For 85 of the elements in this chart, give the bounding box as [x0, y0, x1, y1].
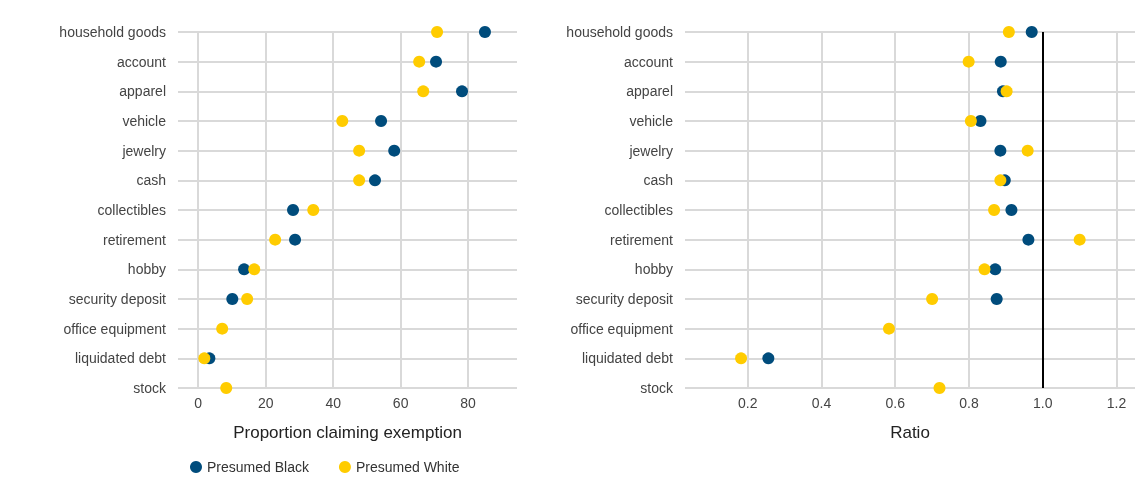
point: [994, 55, 1007, 68]
legend-label: Presumed White: [355, 459, 460, 475]
point: [933, 382, 946, 394]
x-tick-label: 60: [392, 395, 409, 411]
point: [226, 293, 239, 305]
y-tick-label: hobby: [634, 261, 673, 278]
y-tick-label: account: [623, 53, 674, 70]
point: [1021, 144, 1034, 157]
point: [478, 26, 491, 38]
y-tick-label: office equipment: [570, 320, 674, 337]
y-tick-label: security deposit: [68, 291, 167, 307]
point: [417, 85, 430, 98]
y-tick-label: account: [116, 53, 167, 70]
y-tick-label: vehicle: [629, 113, 674, 129]
point: [1022, 233, 1035, 246]
y-tick-label: apparel: [626, 83, 673, 100]
point: [336, 115, 349, 127]
x-tick-label: 20: [257, 395, 274, 411]
point: [269, 233, 282, 246]
point: [388, 144, 401, 157]
point: [353, 174, 366, 187]
point: [1073, 233, 1086, 246]
y-tick-label: collectibles: [604, 202, 673, 218]
point: [216, 322, 229, 335]
y-tick-label: office equipment: [63, 320, 167, 337]
point: [988, 204, 1001, 216]
legend-label: Presumed Black: [207, 459, 310, 475]
point: [289, 233, 302, 246]
point: [430, 55, 443, 68]
point: [994, 144, 1007, 157]
y-tick-label: household goods: [566, 24, 673, 40]
x-tick-label: 0: [194, 395, 203, 411]
y-tick-label: household goods: [59, 24, 166, 40]
point: [307, 204, 320, 216]
x-tick-label: 80: [460, 395, 477, 411]
y-tick-label: stock: [640, 380, 674, 396]
point: [413, 55, 426, 68]
point: [456, 85, 469, 98]
point: [978, 263, 991, 276]
y-tick-label: security deposit: [575, 291, 674, 307]
x-tick-label: 40: [325, 395, 342, 411]
point: [238, 263, 251, 276]
y-tick-label: liquidated debt: [74, 350, 167, 367]
point: [353, 144, 366, 157]
point: [1000, 85, 1013, 98]
y-tick-label: stock: [133, 380, 167, 396]
x-tick-label: 1.0: [1033, 395, 1053, 411]
y-tick-label: jewelry: [121, 142, 166, 159]
x-tick-label: 0.8: [959, 395, 979, 411]
point: [735, 352, 748, 365]
point: [964, 115, 977, 127]
point: [1025, 26, 1038, 38]
x-axis-title: Ratio: [890, 423, 930, 442]
point: [962, 55, 975, 68]
y-tick-label: retirement: [609, 231, 674, 248]
y-tick-label: collectibles: [97, 202, 166, 218]
x-tick-label: 0.6: [885, 395, 906, 411]
point: [287, 204, 300, 216]
point: [248, 263, 261, 276]
point: [926, 293, 939, 305]
y-tick-label: vehicle: [122, 113, 167, 129]
point: [220, 382, 233, 394]
point: [431, 26, 444, 38]
point: [241, 293, 254, 305]
y-tick-label: hobby: [127, 261, 166, 278]
y-tick-label: apparel: [119, 83, 166, 100]
point: [990, 293, 1003, 305]
point: [882, 322, 895, 335]
y-tick-label: jewelry: [628, 142, 673, 159]
x-tick-label: 0.4: [811, 395, 832, 411]
y-tick-label: cash: [643, 172, 673, 189]
x-tick-label: 1.2: [1106, 395, 1127, 411]
point: [1005, 204, 1018, 216]
x-tick-label: 0.2: [737, 395, 758, 411]
point: [994, 174, 1007, 187]
point: [375, 115, 388, 127]
y-tick-label: cash: [136, 172, 166, 189]
y-tick-label: retirement: [102, 231, 167, 248]
point: [1002, 26, 1015, 38]
point: [198, 352, 211, 365]
point: [989, 263, 1002, 276]
x-axis-title: Proportion claiming exemption: [233, 423, 462, 442]
point: [369, 174, 381, 187]
point: [762, 352, 775, 365]
y-tick-label: liquidated debt: [581, 350, 674, 367]
